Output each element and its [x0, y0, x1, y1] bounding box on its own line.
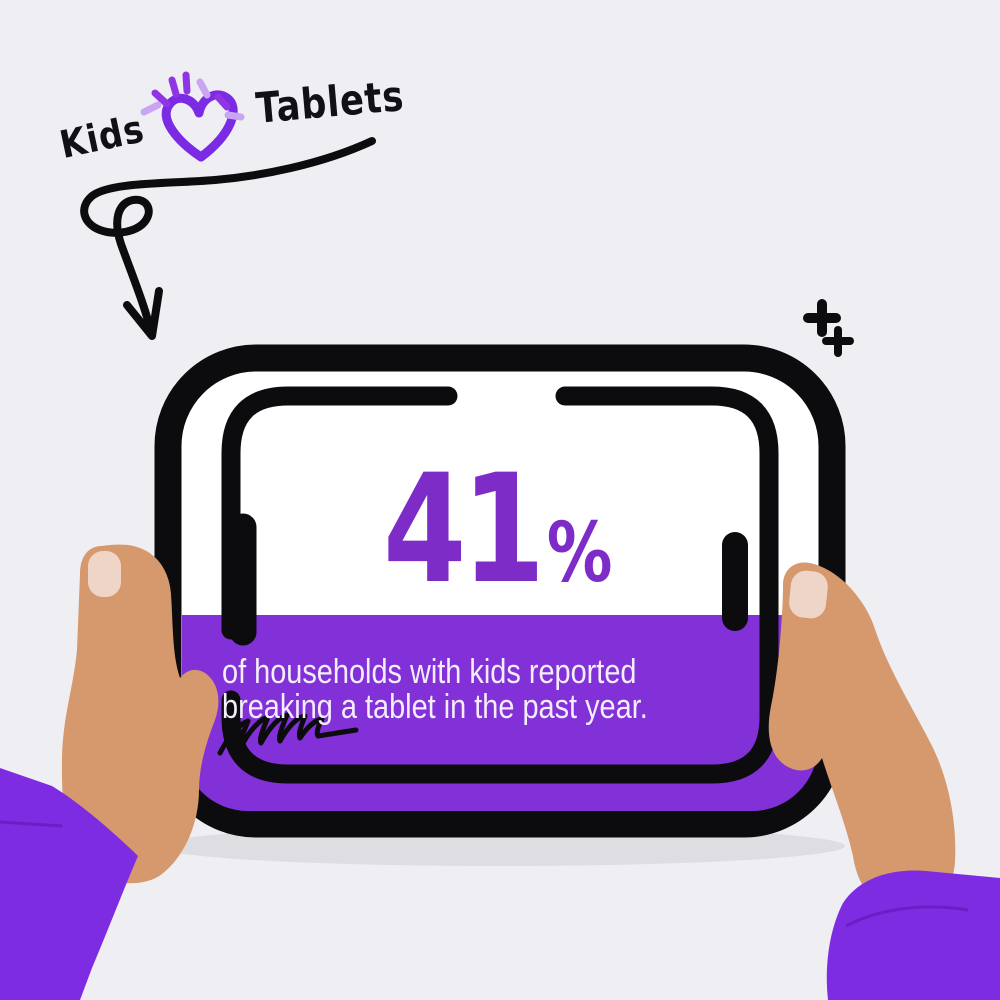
left-sleeve — [0, 768, 138, 1000]
stat-number: 41 — [383, 443, 545, 617]
right-hand — [768, 562, 956, 911]
curly-arrow-icon — [80, 137, 376, 340]
left-sleeve-seam — [0, 820, 63, 828]
right-thumb-nail — [789, 570, 828, 619]
stat-caption: of households with kids reported breakin… — [222, 655, 648, 725]
heart-rays-dark — [151, 71, 231, 111]
stat-percent-sign: % — [546, 506, 613, 601]
right-sleeve — [826, 870, 1000, 1000]
left-hand — [61, 544, 219, 884]
right-sleeve-seam — [845, 905, 969, 928]
heart-rays-light — [140, 78, 245, 121]
plus-sparkle-icon — [803, 299, 854, 357]
scribble-doodle — [217, 712, 359, 756]
heart-icon — [140, 71, 245, 162]
stat-caption-line-1: of households with kids reported — [222, 653, 637, 691]
screen-bezel-line — [221, 386, 779, 784]
left-thumb-nail — [88, 551, 121, 597]
stat-value: 41% — [383, 455, 613, 605]
stat-caption-line-2: breaking a tablet in the past year. — [222, 688, 648, 726]
